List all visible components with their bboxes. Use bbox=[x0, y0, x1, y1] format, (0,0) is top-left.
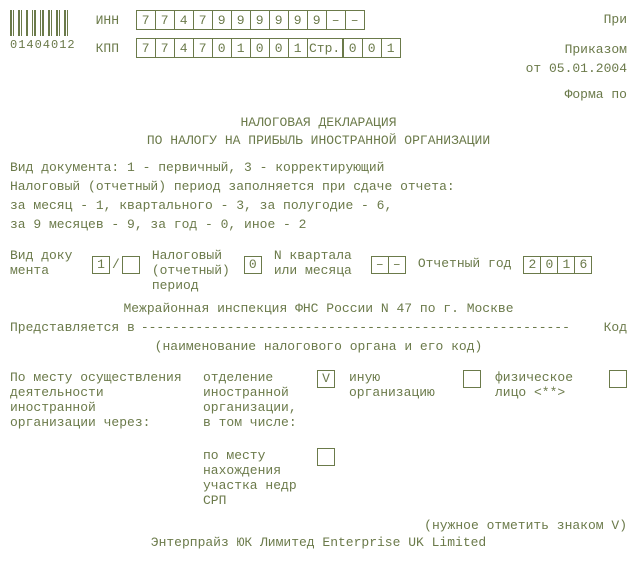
barcode-number: 01404012 bbox=[10, 38, 76, 52]
year-label: Отчетный год bbox=[418, 248, 512, 271]
hints: Вид документа: 1 - первичный, 3 - коррек… bbox=[10, 160, 627, 234]
place-l2: деятельности иностранной bbox=[10, 385, 183, 415]
document-title: НАЛОГОВАЯ ДЕКЛАРАЦИЯ ПО НАЛОГУ НА ПРИБЫЛ… bbox=[10, 114, 627, 150]
year-cell: 2 bbox=[523, 256, 541, 274]
c2-checkbox[interactable] bbox=[463, 370, 481, 388]
cell: 9 bbox=[269, 10, 289, 30]
kvartal-l1: N квартала bbox=[274, 248, 359, 263]
place-l3: организации через: bbox=[10, 415, 183, 430]
cell: 1 bbox=[231, 38, 251, 58]
cell: 9 bbox=[307, 10, 327, 30]
cell: 0 bbox=[362, 38, 382, 58]
cell: 7 bbox=[136, 38, 156, 58]
cell: – bbox=[326, 10, 346, 30]
ifns-line: Межрайонная инспекция ФНС России N 47 по… bbox=[10, 301, 627, 318]
cell: 4 bbox=[174, 38, 194, 58]
hint2: Налоговый (отчетный) период заполняется … bbox=[10, 179, 627, 196]
title-line2: ПО НАЛОГУ НА ПРИБЫЛЬ ИНОСТРАННОЙ ОРГАНИЗ… bbox=[10, 132, 627, 150]
b1-l1: по месту bbox=[203, 448, 303, 463]
c3-l2: лицо <**> bbox=[495, 385, 595, 400]
period-l2: (отчетный) bbox=[152, 263, 232, 278]
cell: 7 bbox=[193, 10, 213, 30]
cell: 0 bbox=[343, 38, 363, 58]
cell: 7 bbox=[136, 10, 156, 30]
c2-l2: организацию bbox=[349, 385, 449, 400]
kvartal-v1[interactable]: – bbox=[371, 256, 389, 274]
year-cell: 0 bbox=[540, 256, 558, 274]
c2-l1: иную bbox=[349, 370, 449, 385]
period-l3: период bbox=[152, 278, 232, 293]
cell: 9 bbox=[212, 10, 232, 30]
cell: – bbox=[345, 10, 365, 30]
right-date: от 05.01.2004 bbox=[526, 59, 627, 79]
cell: 4 bbox=[174, 10, 194, 30]
predst-label: Представляется в bbox=[10, 320, 135, 337]
year-cells: 2016 bbox=[523, 248, 592, 274]
cell: 9 bbox=[231, 10, 251, 30]
page-cells: 001 bbox=[343, 38, 401, 58]
year-cell: 1 bbox=[557, 256, 575, 274]
doc-params-row: Вид доку мента 1 / Налоговый (отчетный) … bbox=[10, 248, 627, 293]
c1-l4: в том числе: bbox=[203, 415, 303, 430]
kpp-label: КПП bbox=[96, 41, 136, 56]
cell: 1 bbox=[288, 38, 308, 58]
vid-doc-corr[interactable] bbox=[122, 256, 140, 274]
cell: 9 bbox=[288, 10, 308, 30]
kvartal-l2: или месяца bbox=[274, 263, 359, 278]
year-cell: 6 bbox=[574, 256, 592, 274]
cell: 1 bbox=[381, 38, 401, 58]
c1-l2: иностранной bbox=[203, 385, 303, 400]
hint3: за месяц - 1, квартального - 3, за полуг… bbox=[10, 198, 627, 215]
b1-l3: участка недр bbox=[203, 478, 303, 493]
inn-cells: 7747999999–– bbox=[136, 10, 365, 30]
vid-doc-l1: Вид доку bbox=[10, 248, 80, 263]
b1-l4: СРП bbox=[203, 493, 303, 508]
c1-l3: организации, bbox=[203, 400, 303, 415]
cell: 9 bbox=[250, 10, 270, 30]
right-forma: Форма по bbox=[526, 85, 627, 105]
right-prikazom: Приказом bbox=[526, 40, 627, 60]
cell: 0 bbox=[269, 38, 289, 58]
slash: / bbox=[112, 257, 120, 272]
cell: 7 bbox=[155, 38, 175, 58]
cell: 7 bbox=[193, 38, 213, 58]
kvartal-v2[interactable]: – bbox=[388, 256, 406, 274]
barcode: 01404012 bbox=[10, 10, 76, 52]
place-table: По месту осуществления деятельности инос… bbox=[10, 370, 627, 508]
inn-label: ИНН bbox=[96, 13, 136, 28]
cell: 0 bbox=[250, 38, 270, 58]
b1-l2: нахождения bbox=[203, 463, 303, 478]
right-top: При bbox=[526, 10, 627, 30]
predst-kod: Код bbox=[604, 320, 627, 337]
predst-sub: (наименование налогового органа и его ко… bbox=[10, 339, 627, 356]
title-line1: НАЛОГОВАЯ ДЕКЛАРАЦИЯ bbox=[10, 114, 627, 132]
c3-l1: физическое bbox=[495, 370, 595, 385]
vid-doc-l2: мента bbox=[10, 263, 80, 278]
cell: 0 bbox=[212, 38, 232, 58]
hint1: Вид документа: 1 - первичный, 3 - коррек… bbox=[10, 160, 627, 177]
c1-checkbox[interactable]: V bbox=[317, 370, 335, 388]
hint4: за 9 месяцев - 9, за год - 0, иное - 2 bbox=[10, 217, 627, 234]
place-l1: По месту осуществления bbox=[10, 370, 183, 385]
period-val[interactable]: 0 bbox=[244, 256, 262, 274]
c1-l1: отделение bbox=[203, 370, 303, 385]
note: (нужное отметить знаком V) bbox=[10, 518, 627, 533]
kpp-cells: 774701001 bbox=[136, 38, 308, 58]
vid-doc-val[interactable]: 1 bbox=[92, 256, 110, 274]
c3-checkbox[interactable] bbox=[609, 370, 627, 388]
footer: Энтерпрайз ЮК Лимитед Enterprise UK Limi… bbox=[10, 535, 627, 552]
period-l1: Налоговый bbox=[152, 248, 232, 263]
cell: 7 bbox=[155, 10, 175, 30]
right-header: При Приказом от 05.01.2004 Форма по bbox=[526, 10, 627, 104]
b1-checkbox[interactable] bbox=[317, 448, 335, 466]
predst-dashes: ----------------------------------------… bbox=[141, 320, 598, 337]
page-label-cell: Стр. bbox=[307, 38, 343, 58]
